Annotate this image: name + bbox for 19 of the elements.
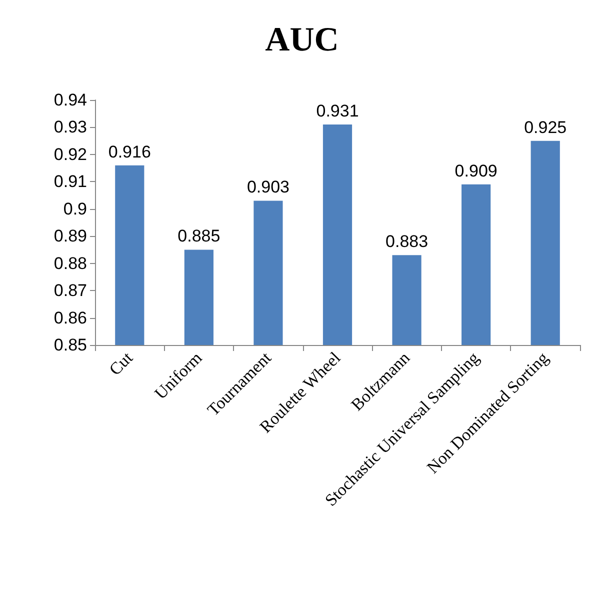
data-label: 0.916 [108, 142, 151, 162]
data-label: 0.903 [246, 178, 290, 197]
data-label: 0.885 [178, 226, 220, 246]
y-tick-label: 0.9 [63, 199, 87, 218]
data-label: 0.931 [316, 102, 359, 120]
y-tick-label: 0.93 [54, 118, 87, 137]
y-tick-label: 0.88 [54, 254, 87, 273]
y-tick-label: 0.87 [54, 281, 87, 300]
data-label: 0.883 [386, 232, 428, 252]
y-tick-label: 0.86 [54, 308, 87, 328]
y-tick-label: 0.91 [54, 172, 87, 192]
data-label: 0.925 [524, 118, 567, 137]
y-tick-label: 0.85 [54, 336, 87, 354]
data-label: 0.909 [454, 161, 498, 180]
y-tick-label: 0.89 [54, 226, 87, 246]
y-tick-label: 0.94 [54, 90, 87, 110]
y-tick-label: 0.92 [54, 144, 87, 164]
chart-title: AUC [265, 22, 339, 58]
x-tick-label: Cut [106, 348, 137, 380]
